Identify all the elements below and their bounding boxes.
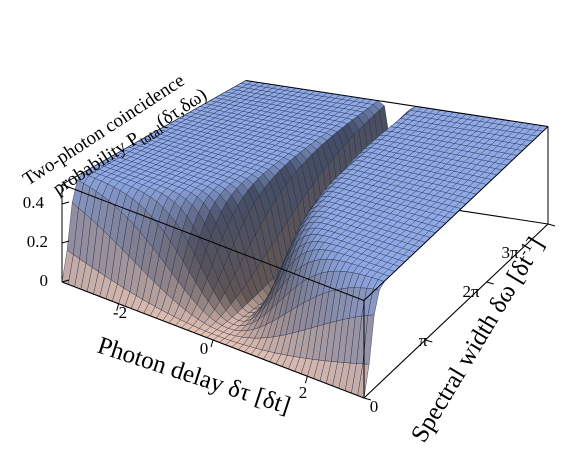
y-axis-title: Spectral width δω [δt-1] [406,233,550,447]
box-front-edges [61,80,556,401]
box-edge-front-top [61,184,365,301]
x-axis-ticks: -2 0 2 [113,303,307,402]
z-tick-mark [61,240,70,244]
box-edge-right-base [363,223,549,399]
box-edge-right-top [363,126,549,301]
x-tick-mark [116,303,120,311]
y-tick-label-2: 2π [462,282,480,301]
y-tick-label-0: 0 [370,397,379,416]
z-tick-mark [61,279,70,283]
x-tick-label-0: -2 [113,303,127,322]
z-axis-ticks: 0 0.2 0.4 [23,193,48,290]
y-tick-mark [547,223,556,227]
y-tick-mark [425,339,433,343]
x-tick-label-1: 0 [200,339,209,358]
y-tick-label-1: π [419,331,428,350]
x-tick-mark [304,376,308,384]
box-edge-back-top [245,80,549,127]
y-tick-mark [486,281,494,285]
surface-mesh [61,80,549,399]
svg-text:Spectral width δω [δt-1]: Spectral width δω [δt-1] [406,233,550,447]
z-tick-label-2: 0.4 [23,193,45,212]
x-tick-label-2: 2 [299,383,308,402]
x-tick-mark [210,339,214,348]
z-tick-label-0: 0 [40,271,49,290]
z-tick-mark [61,201,70,205]
y-tick-mark [363,397,372,401]
y-tick-label-3: 3π [501,243,519,262]
z-tick-label-1: 0.2 [27,232,48,251]
y-axis-ticks: 0 π 2π 3π [370,243,519,416]
